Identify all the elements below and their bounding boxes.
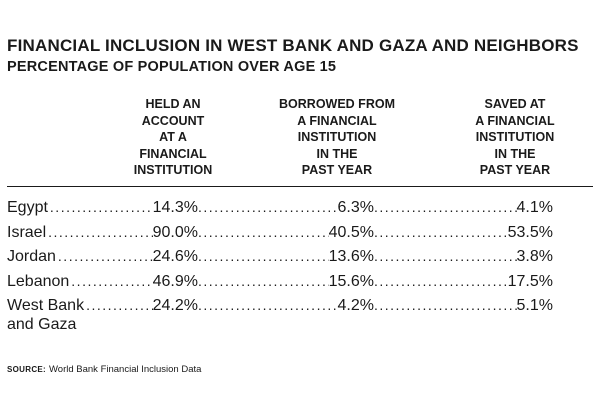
table-cell: Jordan..................................…	[7, 248, 198, 266]
data-value: 4.1%	[516, 199, 553, 216]
table-cell: Israel..................................…	[7, 224, 198, 242]
table-cell: ........................................…	[198, 273, 374, 291]
data-value: 40.5%	[328, 223, 374, 241]
table-cell: ........................................…	[198, 297, 374, 315]
leader-dots: ........................................…	[374, 223, 508, 240]
data-value: 53.5%	[507, 223, 553, 241]
leader-dots: ........................................…	[198, 223, 329, 240]
leader-dots: ........................................…	[198, 248, 329, 264]
leader-dots: ........................................…	[374, 199, 517, 215]
data-value: 90.0%	[152, 223, 198, 241]
leader-dots: ........................................…	[48, 223, 153, 240]
data-value: 4.2%	[337, 297, 374, 314]
column-header-held-account: HELD AN ACCOUNT AT A FINANCIAL INSTITUTI…	[133, 97, 213, 177]
table-row: Israel..................................…	[7, 224, 593, 246]
leader-dots: ........................................…	[198, 199, 338, 215]
data-value: 24.6%	[152, 248, 198, 265]
table-row: Egypt...................................…	[7, 199, 593, 221]
table-cell: West Bank...............................…	[7, 297, 198, 315]
leader-dots: ........................................…	[374, 272, 508, 289]
table-row: West Bank...............................…	[7, 297, 593, 333]
table-cell: ........................................…	[198, 199, 374, 217]
row-country-name: Lebanon	[7, 272, 70, 290]
table-row: Lebanon.................................…	[7, 273, 593, 295]
table-cell: ........................................…	[374, 297, 553, 315]
data-value: 24.2%	[152, 297, 198, 314]
table-cell: ........................................…	[374, 199, 553, 217]
table-cell: Lebanon.................................…	[7, 273, 198, 291]
table-cell: ........................................…	[198, 224, 374, 242]
row-country-name-line2: and Gaza	[7, 316, 77, 333]
header-divider	[7, 186, 593, 187]
data-value: 5.1%	[516, 297, 553, 314]
source-text: World Bank Financial Inclusion Data	[49, 364, 202, 375]
data-value: 15.6%	[328, 272, 374, 290]
column-header-borrowed: BORROWED FROM A FINANCIAL INSTITUTION IN…	[279, 97, 395, 177]
row-country-name: Egypt	[7, 199, 48, 216]
data-value: 6.3%	[337, 199, 374, 216]
table-cell: ........................................…	[374, 273, 553, 291]
table-cell: Egypt...................................…	[7, 199, 198, 217]
chart-title: FINANCIAL INCLUSION IN WEST BANK AND GAZ…	[7, 36, 579, 55]
data-value: 14.3%	[152, 199, 198, 216]
leader-dots: ........................................…	[198, 297, 338, 313]
table-row: Jordan..................................…	[7, 248, 593, 270]
leader-dots: ........................................…	[374, 248, 517, 264]
table-cell: ........................................…	[374, 248, 553, 266]
table-cell: ........................................…	[198, 248, 374, 266]
data-value: 46.9%	[152, 272, 198, 290]
column-header-saved: SAVED AT A FINANCIAL INSTITUTION IN THE …	[475, 97, 555, 177]
row-country-name: West Bank	[7, 297, 85, 314]
row-country-name: Israel	[7, 223, 47, 241]
leader-dots: ........................................…	[49, 199, 153, 215]
leader-dots: ........................................…	[374, 297, 517, 313]
leader-dots: ........................................…	[198, 272, 329, 289]
data-value: 13.6%	[328, 248, 374, 265]
data-value: 17.5%	[507, 272, 553, 290]
chart-subtitle: PERCENTAGE OF POPULATION OVER AGE 15	[7, 59, 337, 75]
source-note: SOURCE: World Bank Financial Inclusion Da…	[7, 364, 201, 375]
source-label: SOURCE:	[7, 365, 46, 374]
leader-dots: ........................................…	[57, 248, 153, 264]
leader-dots: ........................................…	[86, 297, 153, 313]
row-country-name: Jordan	[7, 248, 56, 265]
leader-dots: ........................................…	[71, 272, 153, 289]
data-value: 3.8%	[516, 248, 553, 265]
table-cell: ........................................…	[374, 224, 553, 242]
